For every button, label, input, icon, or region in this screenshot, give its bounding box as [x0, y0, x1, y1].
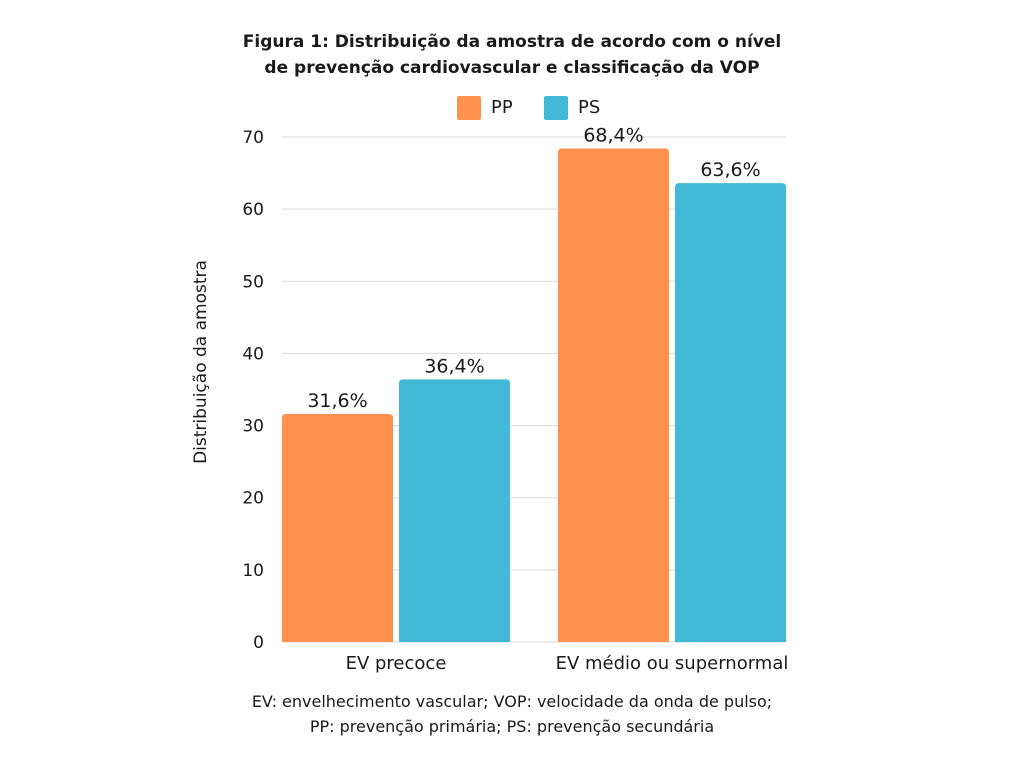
footnote-line2: PP: prevenção primária; PS: prevenção se… [309, 717, 715, 736]
y-tick-label: 10 [242, 561, 264, 581]
data-labels: 31,6% 36,4% 68,4% 63,6% [307, 125, 760, 412]
y-tick-label: 40 [242, 344, 264, 364]
y-tick-label: 0 [253, 633, 264, 653]
y-tick-label: 60 [242, 200, 264, 220]
legend: PP PS [0, 94, 1024, 122]
data-label: 63,6% [700, 159, 760, 181]
legend-swatch-ps [544, 96, 568, 120]
bars [282, 148, 786, 643]
x-category-label: EV precoce [346, 653, 447, 674]
data-label: 31,6% [307, 390, 367, 412]
data-label: 36,4% [424, 355, 484, 377]
data-label: 68,4% [583, 125, 643, 147]
legend-label-ps: PS [578, 97, 601, 118]
bar-ps-1 [399, 379, 510, 642]
y-tick-label: 50 [242, 272, 264, 292]
x-category-label: EV médio ou supernormal [556, 653, 789, 674]
y-tick-label: 70 [242, 128, 264, 148]
bar-pp-1 [282, 414, 393, 642]
y-tick-label: 20 [242, 489, 264, 509]
bar-ps-2 [675, 183, 786, 642]
legend-label-pp: PP [491, 97, 513, 118]
y-axis-label: Distribuição da amostra [191, 260, 211, 464]
legend-swatch-pp [457, 96, 481, 120]
x-axis-categories: EV precoce EV médio ou supernormal [346, 653, 789, 674]
y-tick-label: 30 [242, 417, 264, 437]
y-axis-ticks: 0 10 20 30 40 50 60 70 [242, 128, 264, 653]
chart-title-line1: Figura 1: Distribuição da amostra de aco… [242, 32, 782, 52]
chart-title-line2: de prevenção cardiovascular e classifica… [264, 58, 760, 78]
footnote-line1: EV: envelhecimento vascular; VOP: veloci… [251, 692, 773, 711]
bar-pp-2 [558, 148, 669, 643]
